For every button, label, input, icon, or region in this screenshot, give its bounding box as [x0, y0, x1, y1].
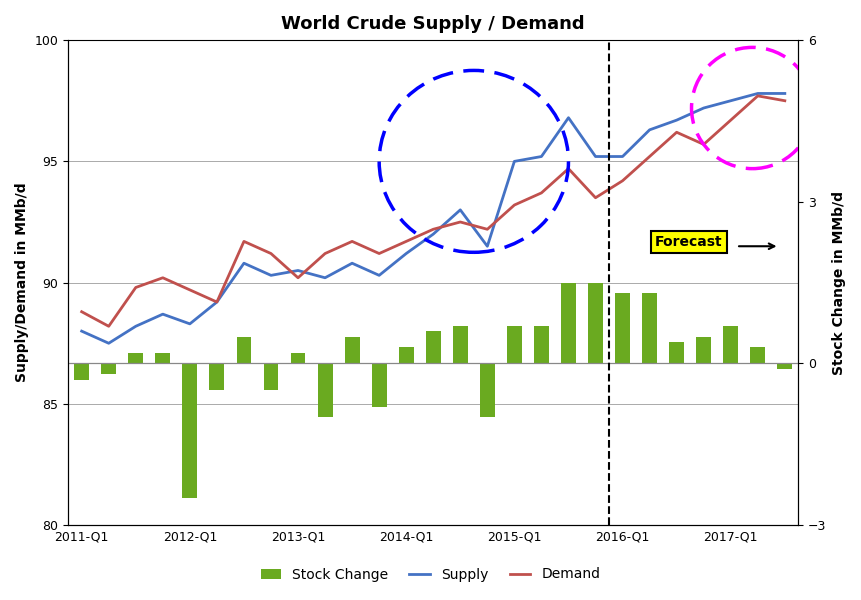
Supply	[726, 97, 736, 104]
Bar	[777, 364, 792, 369]
Supply	[482, 242, 492, 250]
Supply	[536, 153, 547, 160]
Bar	[453, 326, 468, 364]
Demand	[266, 250, 276, 257]
Supply	[77, 328, 87, 335]
Supply	[780, 90, 790, 97]
Supply	[103, 340, 114, 347]
Bar	[561, 283, 576, 364]
Demand	[644, 153, 654, 160]
Bar	[480, 364, 495, 418]
Bar	[723, 326, 738, 364]
Supply	[374, 272, 384, 279]
Y-axis label: Supply/Demand in MMb/d: Supply/Demand in MMb/d	[15, 183, 29, 382]
Bar	[507, 326, 522, 364]
Demand	[103, 323, 114, 330]
Demand	[158, 274, 168, 281]
Bar	[534, 326, 548, 364]
Bar	[615, 293, 630, 364]
Demand	[293, 274, 303, 281]
Title: World Crude Supply / Demand: World Crude Supply / Demand	[282, 15, 585, 33]
Supply	[455, 206, 466, 214]
Bar	[399, 347, 413, 364]
Bar	[128, 353, 143, 364]
Bar	[344, 337, 360, 364]
Supply	[753, 90, 763, 97]
Demand	[672, 128, 682, 136]
Supply	[509, 158, 519, 165]
Supply	[428, 230, 438, 238]
Demand	[212, 298, 222, 305]
Supply	[617, 153, 628, 160]
Demand	[726, 116, 736, 124]
Demand	[131, 284, 141, 291]
Bar	[642, 293, 657, 364]
Demand	[482, 226, 492, 233]
Demand	[509, 202, 519, 209]
Demand	[401, 238, 412, 245]
Legend: Stock Change, Supply, Demand: Stock Change, Supply, Demand	[255, 562, 606, 587]
Demand	[374, 250, 384, 257]
Bar	[183, 364, 197, 498]
Y-axis label: Stock Change in MMb/d: Stock Change in MMb/d	[832, 191, 846, 374]
Demand	[563, 165, 573, 172]
Demand	[185, 286, 195, 293]
Demand	[753, 92, 763, 100]
Demand	[320, 250, 331, 257]
Supply	[563, 114, 573, 121]
Demand	[780, 97, 790, 104]
Demand	[617, 177, 628, 184]
Bar	[426, 331, 441, 364]
Bar	[697, 337, 711, 364]
Bar	[209, 364, 225, 391]
Bar	[588, 283, 603, 364]
Supply	[238, 260, 249, 267]
Supply	[347, 260, 357, 267]
Supply	[320, 274, 331, 281]
Demand	[698, 141, 709, 148]
Demand	[238, 238, 249, 245]
Bar	[372, 364, 387, 407]
Supply	[644, 126, 654, 133]
Bar	[102, 364, 116, 374]
Demand	[347, 238, 357, 245]
Bar	[750, 347, 765, 364]
Supply	[401, 250, 412, 257]
Bar	[669, 342, 684, 364]
Demand	[591, 194, 601, 202]
Supply	[698, 104, 709, 112]
Supply	[131, 323, 141, 330]
Bar	[237, 337, 251, 364]
Bar	[263, 364, 278, 391]
Demand	[428, 226, 438, 233]
Supply	[672, 116, 682, 124]
Demand	[455, 218, 466, 226]
Supply	[158, 311, 168, 318]
Supply	[185, 320, 195, 328]
Line: Supply: Supply	[82, 94, 785, 343]
Demand	[536, 189, 547, 196]
Supply	[212, 298, 222, 305]
Supply	[266, 272, 276, 279]
Demand	[77, 308, 87, 316]
Bar	[318, 364, 332, 418]
Bar	[74, 364, 89, 380]
Text: Forecast: Forecast	[655, 235, 722, 249]
Supply	[591, 153, 601, 160]
Supply	[293, 267, 303, 274]
Bar	[155, 353, 170, 364]
Bar	[291, 353, 306, 364]
Line: Demand: Demand	[82, 96, 785, 326]
